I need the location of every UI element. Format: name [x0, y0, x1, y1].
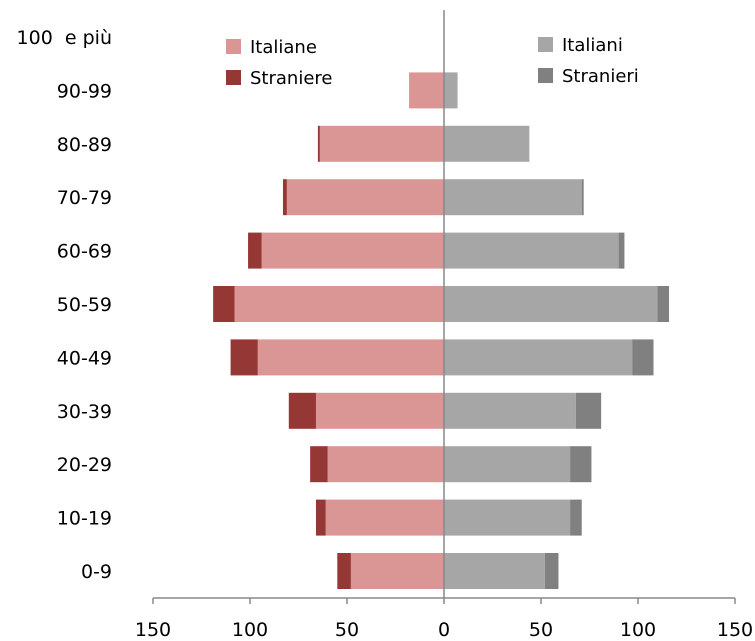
y-category-label: 90-99 — [57, 80, 112, 102]
bar-italiani — [444, 392, 576, 429]
bar-italiane — [325, 499, 444, 536]
bar-stranieri — [618, 232, 625, 269]
x-tick-label: 0 — [438, 619, 450, 641]
bar-stranieri — [544, 553, 559, 589]
legend: Italiane Straniere Italiani Stranieri — [226, 35, 639, 89]
bar-italiane — [286, 179, 444, 216]
y-category-label: 30-39 — [57, 401, 112, 423]
x-tick-label: 50 — [335, 619, 359, 641]
bar-italiani — [444, 179, 582, 216]
legend-swatch — [226, 70, 241, 85]
y-category-label: 70-79 — [57, 187, 112, 209]
x-tick-label: 150 — [717, 619, 753, 641]
bar-italiane — [350, 553, 444, 589]
bar-italiani — [444, 339, 633, 376]
bar-italiani — [444, 232, 619, 269]
y-category-label: 40-49 — [57, 347, 112, 369]
legend-swatch — [538, 37, 553, 52]
bar-stranieri — [570, 446, 592, 483]
bar-italiane — [261, 232, 444, 269]
bar-stranieri — [581, 179, 584, 216]
bar-italiani — [444, 72, 458, 109]
bar-stranieri — [632, 339, 654, 376]
bar-straniere — [282, 179, 287, 216]
bar-italiani — [444, 286, 658, 322]
bar-stranieri — [657, 286, 670, 322]
bar-italiane — [319, 125, 444, 162]
y-category-label: 100 e più — [17, 27, 112, 49]
bar-straniere — [230, 339, 258, 376]
bar-italiane — [315, 392, 444, 429]
bar-stranieri — [570, 499, 582, 536]
x-tick-label: 100 — [232, 619, 268, 641]
bar-italiani — [444, 446, 571, 483]
y-category-label: 50-59 — [57, 294, 112, 316]
bar-italiani — [444, 125, 530, 162]
bar-italiane — [409, 72, 444, 109]
bar-italiane — [234, 286, 444, 322]
y-category-label: 60-69 — [57, 241, 112, 263]
bar-straniere — [248, 232, 262, 269]
y-category-label: 80-89 — [57, 134, 112, 156]
bar-straniere — [317, 125, 320, 162]
bar-straniere — [213, 286, 235, 322]
legend-swatch — [538, 68, 553, 83]
legend-label: Stranieri — [562, 66, 639, 87]
y-category-label: 10-19 — [57, 508, 112, 530]
bars-layer — [213, 72, 670, 589]
x-tick-label: 100 — [620, 619, 656, 641]
legend-label: Italiani — [562, 35, 623, 56]
y-category-label: 0-9 — [81, 561, 112, 583]
y-axis-labels: 0-9 10-19 20-29 30-39 40-49 50-59 60-69 70-79 80… — [17, 27, 112, 583]
bar-italiane — [327, 446, 444, 483]
x-axis: 150 100 50 0 50 100 150 — [135, 10, 753, 641]
legend-label: Straniere — [250, 68, 332, 89]
legend-swatch — [226, 39, 241, 54]
bar-straniere — [337, 553, 351, 589]
bar-italiani — [444, 553, 545, 589]
x-tick-label: 50 — [529, 619, 553, 641]
bar-straniere — [315, 499, 326, 536]
x-tick-label: 150 — [135, 619, 171, 641]
bar-italiane — [257, 339, 444, 376]
bar-straniere — [310, 446, 328, 483]
legend-label: Italiane — [250, 37, 317, 58]
y-category-label: 20-29 — [57, 454, 112, 476]
bar-stranieri — [575, 392, 602, 429]
bar-straniere — [288, 392, 316, 429]
bar-italiani — [444, 499, 571, 536]
